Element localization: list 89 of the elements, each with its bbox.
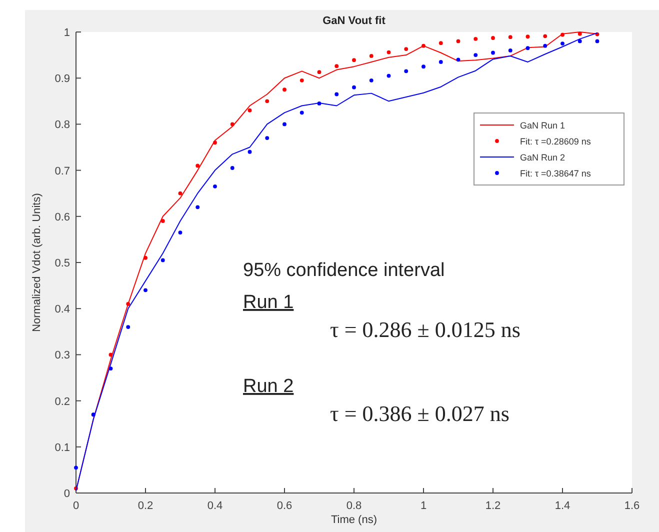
point — [595, 39, 600, 44]
point — [265, 99, 270, 104]
y-tick-label: 0.3 — [54, 350, 70, 362]
x-tick-label: 1 — [420, 500, 427, 512]
point — [369, 78, 374, 82]
point — [438, 41, 443, 46]
y-tick-label: 0.1 — [54, 442, 70, 454]
x-tick-label: 0.4 — [207, 500, 223, 512]
y-tick-label: 0.9 — [54, 73, 70, 86]
y-tick-label: 0.5 — [54, 258, 70, 270]
x-tick-label: 0 — [72, 500, 80, 512]
point — [126, 302, 130, 306]
point — [404, 47, 408, 52]
point — [196, 205, 200, 210]
point — [178, 191, 182, 196]
point — [248, 150, 252, 154]
y-tick-label: 1 — [64, 27, 70, 39]
point — [178, 230, 182, 234]
annotation: 95% confidence interval — [243, 260, 445, 281]
point — [352, 58, 356, 62]
point — [422, 64, 426, 69]
point — [160, 258, 165, 262]
point — [196, 164, 200, 168]
point — [560, 32, 564, 37]
chart-title: GaN Vout fit — [322, 15, 386, 27]
point — [160, 219, 165, 223]
point — [438, 60, 443, 64]
x-axis-title: Time (ns) — [330, 514, 378, 526]
point — [144, 288, 148, 292]
y-tick-label: 0.4 — [54, 304, 70, 316]
annotation: τ = 0.386 ± 0.027 ns — [330, 401, 510, 426]
point — [578, 39, 582, 44]
point — [282, 88, 286, 92]
point — [491, 50, 495, 55]
point — [108, 352, 113, 357]
annotation: Run 1 — [243, 292, 294, 313]
legend-label: Fit: τ =0.38647 ns — [520, 168, 592, 178]
point — [386, 74, 391, 78]
point — [300, 78, 304, 82]
x-tick-label: 0.8 — [346, 500, 362, 512]
x-tick-label: 1.2 — [485, 500, 501, 512]
point — [265, 136, 270, 140]
point — [508, 48, 512, 52]
point — [334, 92, 339, 96]
legend-label: Fit: τ =0.28609 ns — [520, 136, 592, 146]
x-tick-label: 0.2 — [138, 500, 154, 512]
point — [422, 44, 426, 48]
point — [300, 110, 304, 115]
point — [369, 54, 374, 58]
point — [144, 256, 148, 260]
point — [386, 50, 391, 54]
point — [74, 466, 78, 470]
point — [230, 122, 234, 126]
point — [126, 325, 130, 329]
point — [508, 35, 512, 40]
point — [456, 39, 460, 44]
point — [526, 46, 530, 50]
y-tick-label: 0.6 — [54, 211, 70, 224]
y-tick-label: 0.7 — [54, 165, 70, 178]
legend-label: GaN Run 1 — [520, 120, 566, 130]
point — [213, 140, 217, 145]
point — [526, 34, 530, 39]
point — [474, 53, 478, 57]
y-tick-label: 0.8 — [54, 119, 70, 132]
point — [317, 102, 322, 106]
point — [491, 36, 495, 40]
point — [230, 166, 234, 170]
point — [543, 34, 548, 38]
point — [560, 42, 564, 46]
point — [108, 366, 113, 370]
y-axis-title: Normalized Vdot (arb. Units) — [31, 193, 43, 332]
annotation: Run 2 — [243, 376, 294, 397]
x-tick-label: 1.4 — [554, 500, 570, 512]
point — [404, 69, 408, 74]
y-tick-label: 0 — [64, 488, 70, 500]
point — [317, 70, 322, 74]
point — [474, 36, 478, 41]
point — [334, 64, 339, 68]
legend-label: GaN Run 2 — [520, 152, 566, 162]
point — [282, 122, 286, 126]
point — [543, 44, 548, 48]
point — [248, 108, 252, 112]
x-tick-label: 0.6 — [276, 500, 292, 512]
point — [456, 58, 460, 62]
x-tick-label: 1.6 — [624, 500, 640, 512]
point — [213, 184, 217, 188]
annotation: τ = 0.286 ± 0.0125 ns — [330, 317, 520, 342]
y-tick-label: 0.2 — [54, 396, 70, 408]
point — [352, 85, 356, 90]
